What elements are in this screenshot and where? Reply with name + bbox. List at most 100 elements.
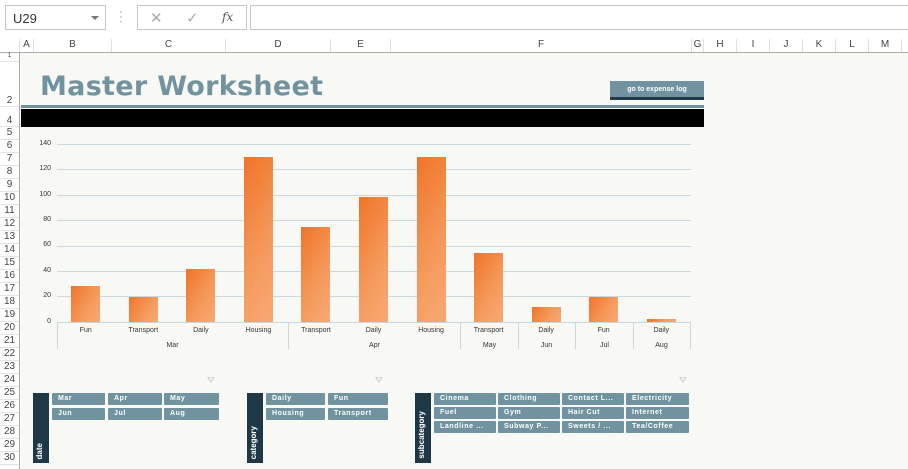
row-header-1[interactable]: 1 xyxy=(0,53,19,62)
slicer-item[interactable]: Cinema xyxy=(434,393,496,405)
slicer-item[interactable]: Sweets / ... xyxy=(562,421,624,433)
slicer-item-apr[interactable]: Apr xyxy=(108,393,162,405)
cancel-icon[interactable]: ✕ xyxy=(150,10,163,27)
bar[interactable] xyxy=(301,226,331,322)
row-header-15[interactable]: 15 xyxy=(0,257,19,270)
col-header-c[interactable]: C xyxy=(112,39,226,52)
slicer-item-aug[interactable]: Aug xyxy=(164,408,219,420)
slicer-title: category xyxy=(249,425,258,459)
clear-filter-icon[interactable]: ⛛ xyxy=(375,375,383,385)
col-header-h[interactable]: H xyxy=(704,39,737,52)
col-header-b[interactable]: B xyxy=(34,39,112,52)
row-header-28[interactable]: 28 xyxy=(0,426,19,439)
col-header-e[interactable]: E xyxy=(331,39,391,52)
row-header-21[interactable]: 21 xyxy=(0,335,19,348)
col-header-g[interactable]: G xyxy=(692,39,704,52)
col-header-k[interactable]: K xyxy=(803,39,836,52)
row-header-8[interactable]: 8 xyxy=(0,166,19,179)
col-header-l[interactable]: L xyxy=(836,39,869,52)
slicer-item[interactable]: Electricity xyxy=(626,393,689,405)
slicer-item-mar[interactable]: Mar xyxy=(52,393,105,405)
chevron-down-icon[interactable] xyxy=(91,16,99,20)
bar[interactable] xyxy=(531,306,561,322)
clear-filter-icon[interactable]: ⛛ xyxy=(207,375,215,385)
row-header-22[interactable]: 22 xyxy=(0,348,19,361)
slicer-item-fun[interactable]: Fun xyxy=(328,393,388,405)
row-header-9[interactable]: 9 xyxy=(0,179,19,192)
row-header-2[interactable]: 2 xyxy=(0,62,19,107)
slicer-item[interactable]: Tea/Coffee xyxy=(626,421,689,433)
formula-bar: U29 · · · ✕ ✓ fx xyxy=(0,0,908,38)
bar[interactable] xyxy=(646,319,676,322)
formula-input[interactable] xyxy=(250,5,908,30)
col-header-d[interactable]: D xyxy=(226,39,331,52)
slicer-item-may[interactable]: May xyxy=(164,393,219,405)
slicer-item[interactable]: Clothing xyxy=(498,393,560,405)
name-box[interactable]: U29 xyxy=(5,5,106,30)
bar[interactable] xyxy=(71,286,101,322)
col-header-a[interactable]: A xyxy=(20,39,34,52)
row-header-16[interactable]: 16 xyxy=(0,270,19,283)
row-header-6[interactable]: 6 xyxy=(0,140,19,153)
expense-chart[interactable]: 140 120 100 80 60 40 20 0 Fun Transport Da… xyxy=(21,133,704,353)
row-header-5[interactable]: 5 xyxy=(0,127,19,140)
slicer-item[interactable]: Gym xyxy=(498,407,560,419)
slicer-item[interactable]: Internet xyxy=(626,407,689,419)
bar[interactable] xyxy=(589,296,619,322)
month-label: Apr xyxy=(369,342,380,349)
bar[interactable] xyxy=(359,197,388,322)
go-to-expense-log-button[interactable]: go to expense log xyxy=(610,81,704,100)
col-header-j[interactable]: J xyxy=(770,39,803,52)
row-header-27[interactable]: 27 xyxy=(0,413,19,426)
category-label: Daily xyxy=(538,327,554,334)
row-header-18[interactable]: 18 xyxy=(0,296,19,309)
row-header-17[interactable]: 17 xyxy=(0,283,19,296)
row-header-11[interactable]: 11 xyxy=(0,205,19,218)
bar[interactable] xyxy=(416,156,446,322)
col-header-i[interactable]: I xyxy=(737,39,770,52)
clear-filter-icon[interactable]: ⛛ xyxy=(679,375,687,385)
slicer-item[interactable]: Fuel xyxy=(434,407,496,419)
row-header-23[interactable]: 23 xyxy=(0,361,19,374)
row-header-29[interactable]: 29 xyxy=(0,439,19,452)
row-header-24[interactable]: 24 xyxy=(0,374,19,387)
col-header-f[interactable]: F xyxy=(391,39,692,52)
slicer-item[interactable]: Contact L... xyxy=(562,393,624,405)
y-tick: 40 xyxy=(43,267,51,274)
slicer-item[interactable]: Subway P... xyxy=(498,421,560,433)
slicer-item-transport[interactable]: Transport xyxy=(328,408,388,420)
row-header-13[interactable]: 13 xyxy=(0,231,19,244)
row-header-14[interactable]: 14 xyxy=(0,244,19,257)
insert-function-icon[interactable]: fx xyxy=(222,10,234,24)
slicer-item-jul[interactable]: Jul xyxy=(108,408,162,420)
row-header-12[interactable]: 12 xyxy=(0,218,19,231)
row-header-20[interactable]: 20 xyxy=(0,322,19,335)
worksheet[interactable]: Master Worksheet go to expense log 140 1… xyxy=(21,53,908,469)
row-header-19[interactable]: 19 xyxy=(0,309,19,322)
row-header-30[interactable]: 30 xyxy=(0,452,19,465)
slicer-item-daily[interactable]: Daily xyxy=(266,393,325,405)
bar[interactable] xyxy=(474,253,504,322)
drag-handle-icon[interactable]: · · · xyxy=(119,4,123,28)
bar[interactable] xyxy=(186,268,216,322)
gridline xyxy=(57,195,691,196)
select-all-corner[interactable] xyxy=(0,39,20,52)
row-header-26[interactable]: 26 xyxy=(0,400,19,413)
axis-separator xyxy=(57,322,58,349)
row-header-7[interactable]: 7 xyxy=(0,153,19,166)
month-label: Jul xyxy=(600,342,609,349)
row-header-10[interactable]: 10 xyxy=(0,192,19,205)
bar[interactable] xyxy=(128,296,158,322)
category-label: Transport xyxy=(473,327,504,334)
slicer-item[interactable]: Hair Cut xyxy=(562,407,624,419)
enter-icon[interactable]: ✓ xyxy=(186,10,199,27)
slicer-item-housing[interactable]: Housing xyxy=(266,408,325,420)
axis-separator xyxy=(575,322,576,349)
slicer-item[interactable]: Landline ... xyxy=(434,421,496,433)
row-header-25[interactable]: 25 xyxy=(0,387,19,400)
month-label: Aug xyxy=(655,342,668,349)
row-header-4[interactable]: 4 xyxy=(0,110,19,127)
col-header-m[interactable]: M xyxy=(869,39,902,52)
bar[interactable] xyxy=(243,156,273,322)
slicer-item-jun[interactable]: Jun xyxy=(52,408,105,420)
